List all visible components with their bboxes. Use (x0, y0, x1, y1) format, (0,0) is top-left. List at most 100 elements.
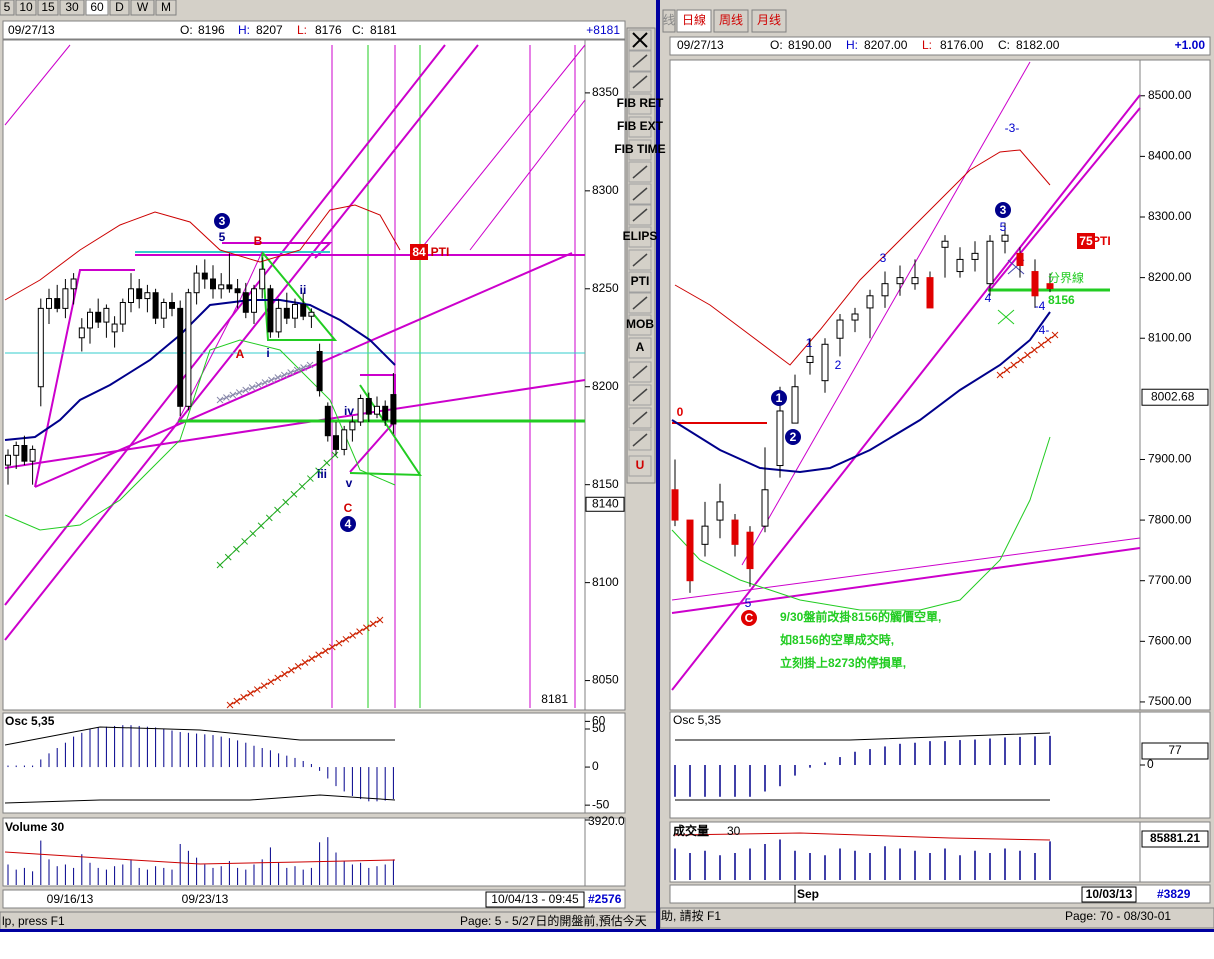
candle-body (686, 519, 694, 582)
drawing-line (4, 379, 586, 469)
band-upper (674, 149, 1051, 366)
tool-button[interactable] (628, 314, 652, 336)
tool-button[interactable] (628, 93, 652, 115)
x-mark (328, 643, 336, 651)
annotation: ii (300, 283, 307, 297)
x-mark (1044, 336, 1052, 344)
osc-bar (89, 728, 91, 768)
tab-label: 周线 (719, 13, 743, 27)
current-time-box (485, 891, 585, 908)
x-mark (323, 459, 331, 467)
x-mark (996, 371, 1004, 379)
y-tick-label: 7900.00 (1148, 452, 1192, 466)
annotation: iv (344, 404, 354, 418)
tab[interactable] (751, 9, 787, 33)
annotation: 4 (345, 517, 352, 531)
tool-button[interactable] (628, 116, 652, 138)
osc-bar (376, 767, 378, 802)
osc-bar (302, 760, 304, 768)
osc-bar (734, 765, 736, 797)
volume-bar (196, 857, 198, 885)
x-mark (369, 620, 377, 628)
timeframe-button[interactable] (0, 0, 15, 16)
candle-body (374, 405, 380, 415)
osc-bar (719, 765, 721, 797)
y-tick-label: 7800.00 (1148, 512, 1192, 526)
tool-button[interactable] (628, 337, 652, 359)
x-mark (216, 396, 224, 404)
osc-bar (122, 725, 124, 768)
timeframe-button[interactable] (155, 0, 177, 16)
candle-body (111, 323, 118, 333)
tool-button[interactable] (628, 271, 652, 293)
timeframe-button[interactable] (59, 0, 85, 16)
candle-body (185, 292, 192, 407)
volume-bar (146, 869, 148, 885)
volume-bar (368, 867, 370, 885)
candle-body (836, 319, 844, 339)
osc-bar (319, 767, 321, 771)
tab[interactable] (662, 9, 676, 33)
x-mark (290, 490, 298, 498)
candle-body (746, 531, 754, 570)
tool-button[interactable] (628, 455, 652, 477)
osc-envelope (4, 794, 396, 804)
annotation: v (346, 476, 353, 490)
note-line: 9/30盤前改掛8156的觸價空單, (780, 609, 941, 624)
timeframe-button[interactable] (130, 0, 155, 16)
osc-bar (48, 753, 50, 768)
candle-body (316, 350, 323, 392)
osc-bar (689, 765, 691, 797)
y-tick-label: 8500.00 (1148, 88, 1192, 102)
annotation: 1 (806, 336, 813, 350)
osc-bar (884, 746, 886, 765)
volume-average (4, 851, 396, 865)
x-mark (223, 394, 230, 401)
timeframe-button[interactable] (37, 0, 59, 16)
x-mark (1031, 346, 1038, 354)
volume-bar (245, 869, 247, 885)
tool-button[interactable] (628, 139, 652, 161)
volume-bar (48, 859, 50, 885)
bar-count: #3829 (1157, 887, 1191, 901)
timeframe-button[interactable] (109, 0, 130, 16)
osc-bar (704, 765, 706, 797)
timeframe-button[interactable] (85, 0, 109, 16)
osc-bar (212, 735, 214, 768)
tool-icon (632, 411, 648, 425)
header-value: 8182.00 (1016, 38, 1060, 52)
osc-bar (824, 762, 826, 765)
volume-period: 30 (727, 824, 741, 838)
last-price-label: 8181 (541, 692, 568, 706)
page-info: Page: 70 - 08/30-01 (1065, 909, 1171, 923)
note-line: 立刻掛上8273的停損單, (780, 655, 906, 670)
x-mark (253, 686, 261, 693)
window-divider (656, 0, 660, 932)
x-mark (242, 386, 250, 394)
x-mark (335, 639, 343, 647)
volume-bar (302, 869, 304, 885)
tool-icon (632, 54, 648, 68)
drawing-line (177, 251, 263, 422)
volume-bar (689, 853, 691, 880)
candle-body (365, 397, 372, 415)
annotation: 5 (745, 596, 752, 610)
header-value: 8190.00 (788, 38, 832, 52)
volume-bar (944, 848, 946, 880)
timeframe-button[interactable] (15, 0, 37, 16)
osc-bar (869, 749, 871, 765)
left-volume-axis (584, 817, 626, 887)
tab[interactable] (676, 9, 712, 33)
tab[interactable] (713, 9, 749, 33)
candle-body (13, 445, 20, 456)
tool-button[interactable] (628, 226, 652, 248)
candle-body (986, 240, 994, 285)
osc-envelope (675, 732, 1051, 741)
y-tick-label: 8300.00 (1148, 209, 1192, 223)
candle-body (292, 303, 298, 319)
x-mark (274, 374, 282, 381)
volume-bar (171, 869, 173, 885)
osc-bar (764, 765, 766, 792)
volume-bar (1049, 841, 1051, 880)
